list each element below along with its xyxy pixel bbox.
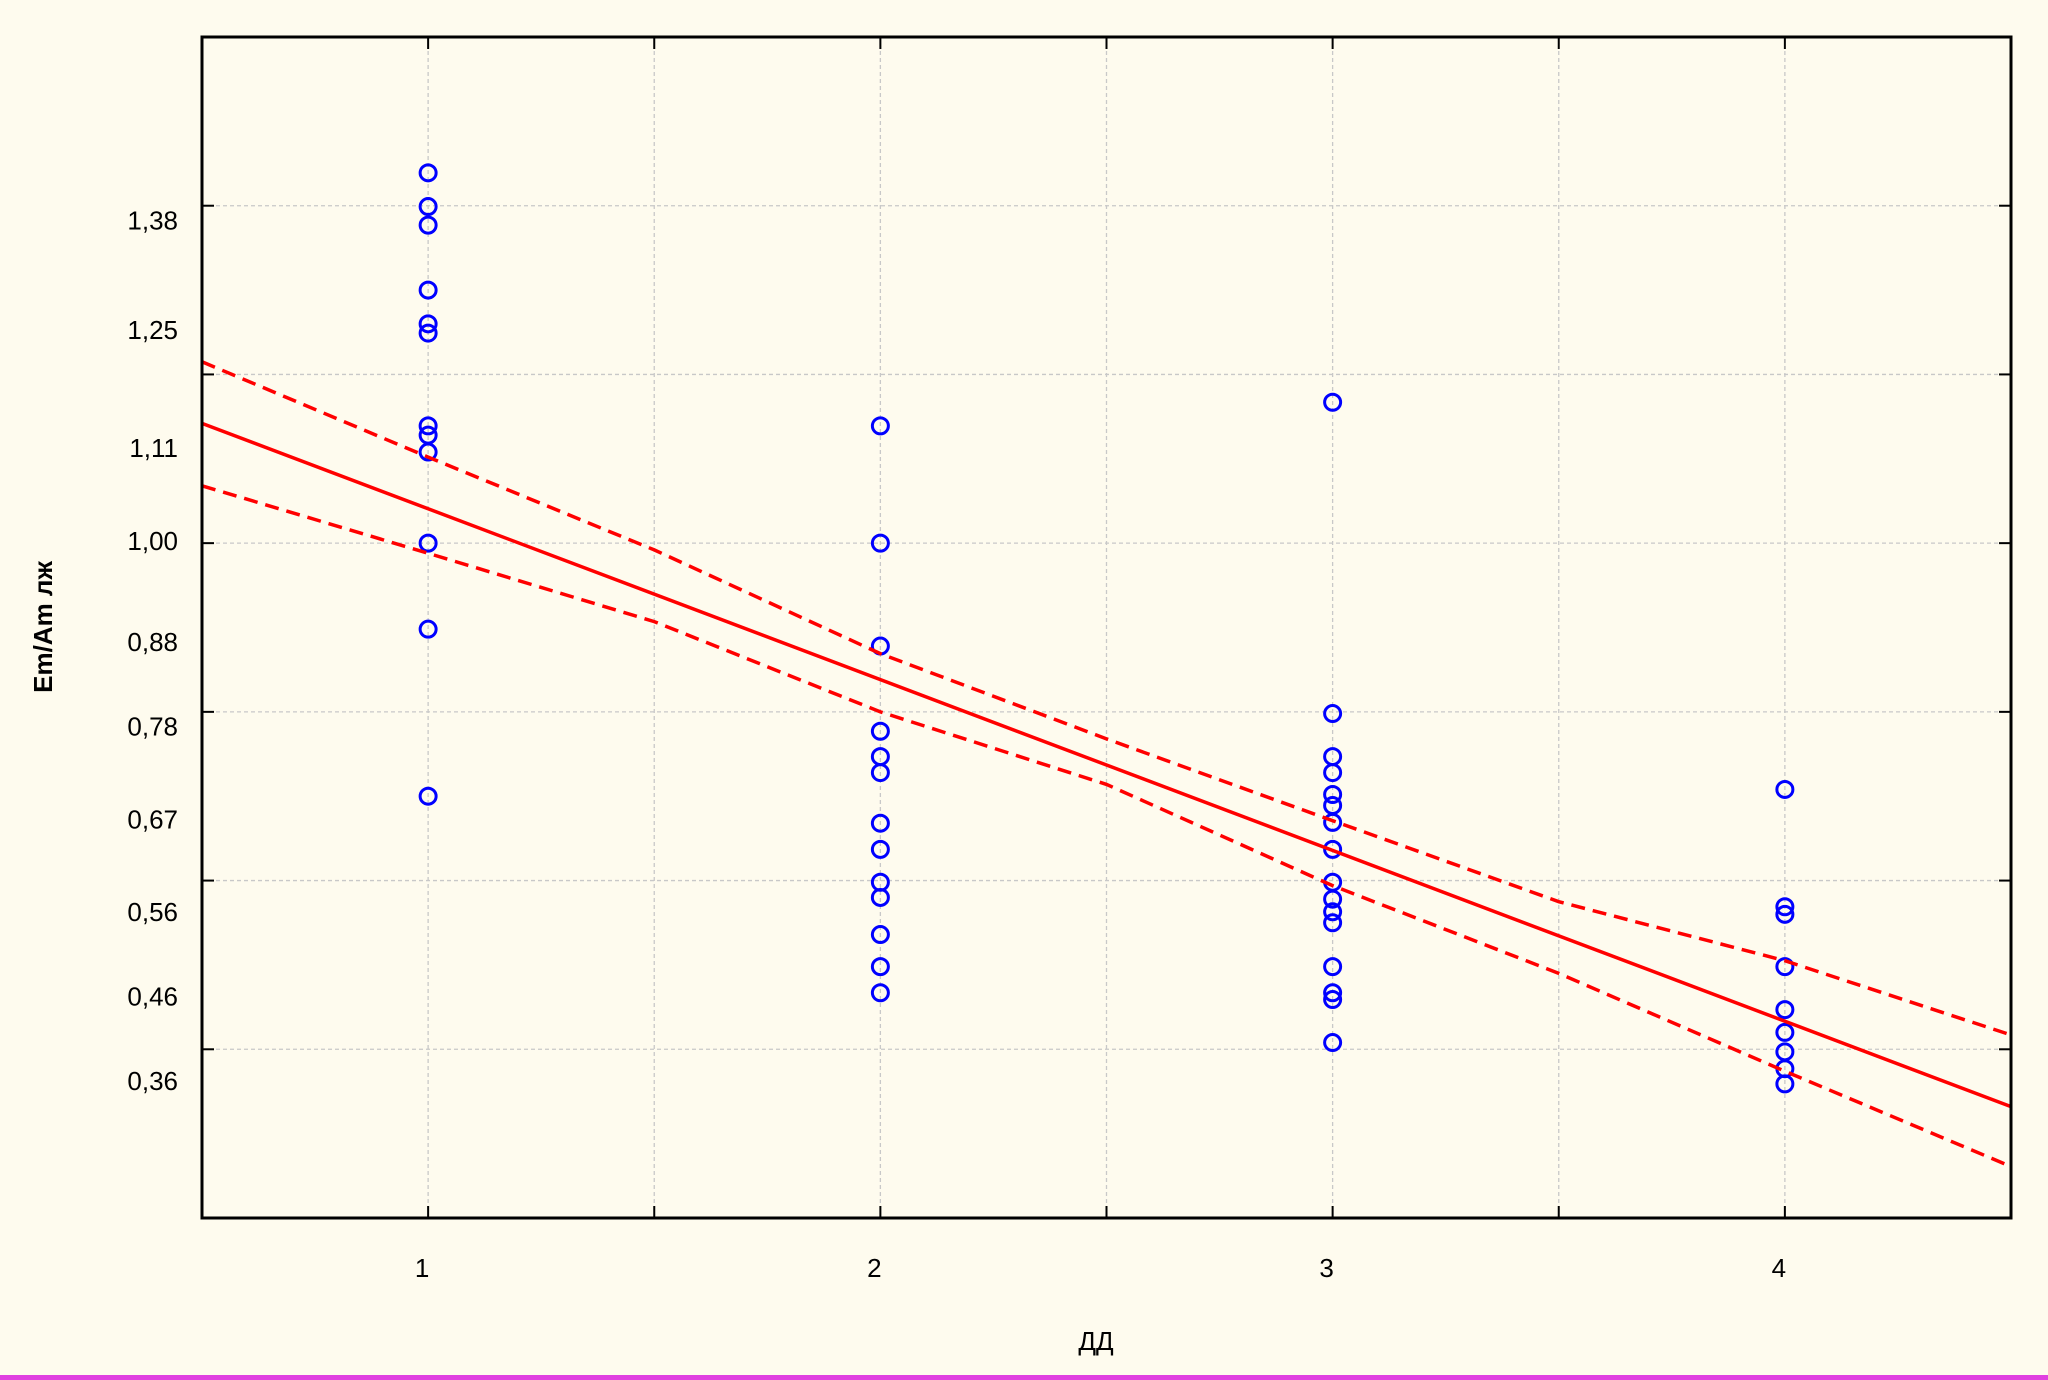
y-axis-label: Em/Am лж xyxy=(28,561,58,693)
data-point xyxy=(1775,897,1795,917)
data-point xyxy=(418,215,438,235)
y-tick-label: 0,36 xyxy=(127,1066,178,1096)
y-tick-label: 0,46 xyxy=(127,982,178,1012)
data-point xyxy=(870,721,890,741)
data-point xyxy=(870,533,890,553)
data-point xyxy=(418,197,438,217)
y-tick-label: 1,11 xyxy=(129,433,178,463)
x-axis-label: ДД xyxy=(1078,1326,1114,1356)
plot-frame xyxy=(200,35,2013,1220)
data-point xyxy=(1323,957,1343,977)
data-point xyxy=(870,957,890,977)
data-point xyxy=(1323,785,1343,805)
data-point xyxy=(870,887,890,907)
data-point xyxy=(1775,1022,1795,1042)
data-point xyxy=(418,323,438,343)
data-point xyxy=(418,314,438,334)
data-point xyxy=(1323,902,1343,922)
data-point xyxy=(1775,1000,1795,1020)
x-tick-label: 4 xyxy=(1772,1253,1786,1283)
data-point xyxy=(1323,763,1343,783)
y-tick-label: 0,78 xyxy=(127,712,178,742)
x-tick-label: 1 xyxy=(415,1253,429,1283)
data-point xyxy=(418,416,438,436)
data-point xyxy=(1323,392,1343,412)
data-point xyxy=(418,442,438,462)
confidence-band xyxy=(201,484,2012,1169)
data-point xyxy=(870,813,890,833)
data-point xyxy=(1323,990,1343,1010)
data-point xyxy=(418,280,438,300)
data-point xyxy=(1775,779,1795,799)
y-tick-label: 1,00 xyxy=(127,526,178,556)
data-point xyxy=(1323,913,1343,933)
data-point xyxy=(418,163,438,183)
data-point xyxy=(1323,889,1343,909)
data-point xyxy=(870,983,890,1003)
y-tick-label: 1,25 xyxy=(127,315,178,345)
y-tick-label: 0,88 xyxy=(127,627,178,657)
data-point xyxy=(870,925,890,945)
confidence-band xyxy=(201,360,2012,1037)
fit-line xyxy=(201,421,2012,1109)
y-tick-label: 0,67 xyxy=(127,804,178,834)
bottom-border xyxy=(0,1375,2048,1380)
data-point xyxy=(1323,839,1343,859)
data-point xyxy=(870,839,890,859)
data-point xyxy=(1323,983,1343,1003)
data-point xyxy=(418,619,438,639)
data-point xyxy=(1775,957,1795,977)
data-point xyxy=(870,763,890,783)
y-tick-label: 0,56 xyxy=(127,897,178,927)
data-point xyxy=(1323,704,1343,724)
data-point xyxy=(418,533,438,553)
data-point xyxy=(1775,904,1795,924)
x-tick-label: 2 xyxy=(867,1253,881,1283)
data-point xyxy=(418,786,438,806)
data-point xyxy=(1323,812,1343,832)
data-point xyxy=(1323,1033,1343,1053)
data-point xyxy=(1775,1074,1795,1094)
x-tick-label: 3 xyxy=(1319,1253,1333,1283)
y-tick-label: 1,38 xyxy=(127,205,178,235)
data-point xyxy=(870,416,890,436)
